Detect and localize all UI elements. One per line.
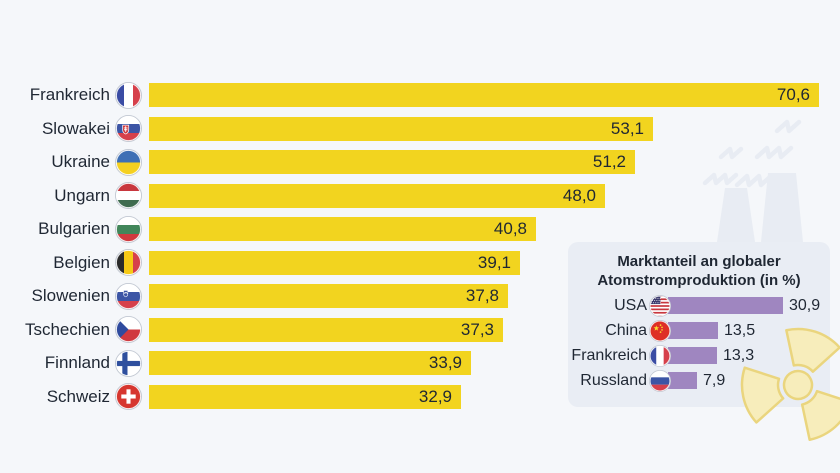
value-bar: 37,8 (149, 284, 508, 308)
country-row: Ukraine 51,2 (0, 148, 819, 176)
country-label: China (605, 321, 647, 339)
value-bar: 37,3 (149, 317, 503, 342)
country-row: Slowenien 37,8 (0, 282, 819, 310)
flag-wrap (649, 319, 671, 342)
value-label: 30,9 (789, 296, 821, 314)
value-label: 33,9 (428, 353, 462, 372)
value-label: 32,9 (418, 386, 452, 406)
flag-fr-icon (649, 344, 671, 367)
value-label: 7,9 (703, 371, 726, 389)
country-row: Schweiz 32,9 (0, 383, 819, 410)
value-label: 37,8 (465, 286, 499, 305)
flag-hu-icon (115, 182, 142, 209)
value-bar (668, 297, 783, 314)
cooling-towers-watermark-icon (702, 119, 803, 242)
value-bar: 70,6 (149, 83, 819, 107)
value-bar: 53,1 (149, 116, 653, 141)
country-label: Slowenien (31, 286, 110, 305)
flag-ru-icon (649, 369, 671, 392)
value-label: 40,8 (493, 219, 527, 238)
value-label: 39,1 (477, 252, 511, 272)
country-label: Frankreich (571, 346, 647, 364)
country-label: Tschechien (24, 319, 110, 339)
country-row: Ungarn 48,0 (0, 182, 819, 209)
country-row: Belgien 39,1 (0, 249, 819, 276)
inset-title: Marktanteil an globaler Atomstromprodukt… (568, 252, 830, 290)
country-row: Frankreich 70,6 (0, 81, 819, 109)
flag-wrap (115, 182, 142, 209)
country-row: USA 30,9 (568, 294, 830, 317)
value-bar: 48,0 (149, 183, 605, 208)
country-row: Bulgarien 40,8 (0, 215, 819, 243)
flag-wrap (115, 316, 142, 343)
radiation-trefoil-icon (740, 327, 840, 442)
flag-fi-icon (115, 349, 142, 377)
country-row: Finnland 33,9 (0, 349, 819, 377)
country-label: Schweiz (46, 386, 110, 406)
flag-wrap (115, 383, 142, 410)
country-label: Finnland (44, 353, 110, 372)
value-label: 37,3 (460, 319, 494, 339)
country-row: Slowakei 53,1 (0, 115, 819, 142)
flag-wrap (115, 215, 142, 243)
flag-wrap (115, 249, 142, 276)
value-label: 51,2 (592, 152, 626, 171)
country-row: Frankreich 13,3 (568, 344, 830, 367)
value-label: 53,1 (610, 118, 644, 138)
country-label: Bulgarien (38, 219, 110, 238)
country-label: Slowakei (41, 118, 110, 138)
value-label: 48,0 (562, 185, 596, 205)
flag-us-icon (649, 294, 671, 317)
flag-wrap (115, 81, 142, 109)
flag-ua-icon (115, 148, 142, 176)
country-label: Ukraine (51, 152, 110, 171)
value-bar (668, 322, 718, 339)
flag-wrap (649, 344, 671, 367)
inset-title-line1: Marktanteil an globaler (617, 253, 781, 270)
flag-be-icon (115, 249, 142, 276)
country-label: Ungarn (54, 185, 110, 205)
value-bar: 39,1 (149, 250, 520, 275)
flag-wrap (115, 115, 142, 142)
flag-wrap (115, 349, 142, 377)
value-bar (668, 347, 717, 364)
flag-wrap (115, 282, 142, 310)
country-label: Russland (580, 371, 647, 389)
value-label: 13,5 (724, 321, 756, 339)
value-bar: 32,9 (149, 384, 461, 409)
flag-sk-icon (115, 115, 142, 142)
inset-bar-chart: USA 30,9 China 13,5 Frankreich 13,3 Russ… (568, 294, 830, 392)
flag-wrap (649, 369, 671, 392)
flag-fr-icon (115, 81, 142, 109)
country-label: Frankreich (29, 85, 110, 104)
country-row: Russland 7,9 (568, 369, 830, 392)
flag-wrap (649, 294, 671, 317)
main-bar-chart: Frankreich 70,6 Slowakei 53,1 Ukraine 51… (0, 81, 819, 418)
value-bar (668, 372, 697, 389)
country-label: Belgien (53, 252, 110, 272)
value-bar: 40,8 (149, 217, 536, 241)
flag-cz-icon (115, 316, 142, 343)
flag-si-icon (115, 282, 142, 310)
flag-cn-icon (649, 319, 671, 342)
flag-ch-icon (115, 383, 142, 410)
country-row: China 13,5 (568, 319, 830, 342)
flag-wrap (115, 148, 142, 176)
value-bar: 51,2 (149, 150, 635, 174)
country-label: USA (614, 296, 647, 314)
value-bar: 33,9 (149, 351, 471, 375)
country-row: Tschechien 37,3 (0, 316, 819, 343)
value-label: 70,6 (776, 85, 810, 104)
inset-title-line2: Atomstromproduktion (in %) (597, 272, 801, 289)
flag-bg-icon (115, 215, 142, 243)
value-label: 13,3 (723, 346, 755, 364)
